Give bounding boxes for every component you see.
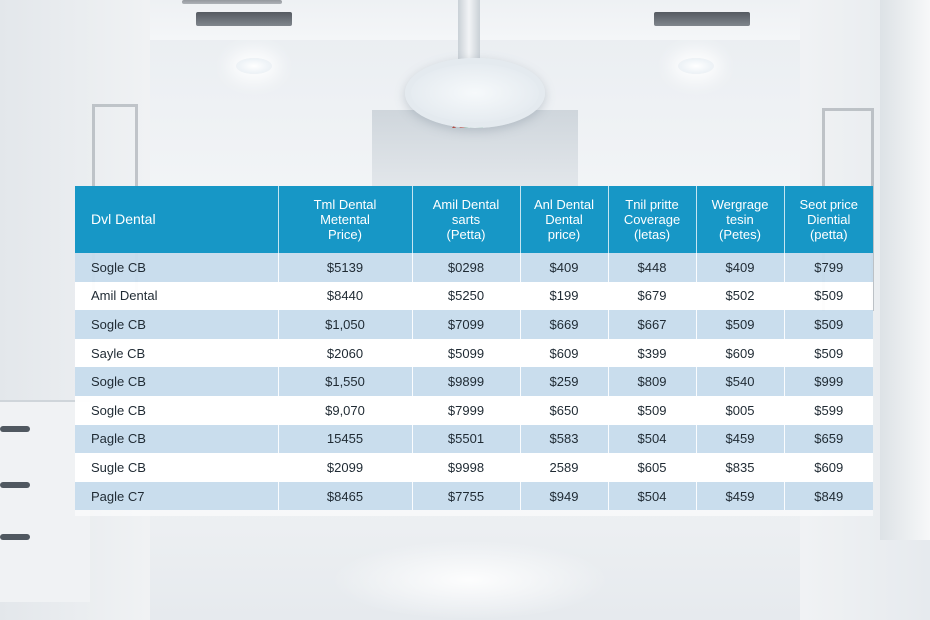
drawer-handle [0,534,30,540]
table-cell: $650 [520,395,609,425]
table-cell: $448 [608,253,697,282]
row-label: Pagle C7 [75,481,279,511]
table-cell: $5139 [278,253,413,282]
row-label: Amil Dental [75,281,279,311]
table-cell: $659 [784,424,873,454]
table-cell: $9998 [412,453,521,482]
pricing-table-panel: Dvl Dental Tml Dental Metental Price) Am… [75,186,873,516]
row-label: Sayle CB [75,338,279,368]
header-row: Dvl Dental Tml Dental Metental Price) Am… [75,186,873,253]
ceiling-light [678,58,714,74]
column-header-plan: Dvl Dental [75,186,279,253]
table-cell: $502 [696,281,785,311]
table-cell: $509 [784,310,873,339]
table-cell: $0298 [412,253,521,282]
pricing-table: Dvl Dental Tml Dental Metental Price) Am… [75,186,873,511]
table-cell: $667 [608,310,697,339]
column-header: Tnil pritte Coverage (letas) [608,186,697,253]
table-cell: $2099 [278,453,413,482]
column-header: Anl Dental Dental price) [520,186,609,253]
table-cell: $1,050 [278,310,413,339]
column-header: Wergrage tesin (Petes) [696,186,785,253]
row-label: Sogle CB [75,367,279,396]
table-cell: 15455 [278,424,413,454]
ceiling-vent [196,12,292,26]
table-cell: $5099 [412,338,521,368]
table-body: Sogle CB $5139 $0298 $409 $448 $409 $799… [75,253,873,511]
table-cell: $509 [784,281,873,311]
table-cell: $835 [696,453,785,482]
table-cell: $605 [608,453,697,482]
table-cell: $609 [520,338,609,368]
table-cell: $509 [784,338,873,368]
table-cell: $459 [696,481,785,511]
table-cell: 2589 [520,453,609,482]
table-cell: $504 [608,424,697,454]
table-cell: $504 [608,481,697,511]
table-cell: $1,550 [278,367,413,396]
row-label: Sogle CB [75,310,279,339]
table-cell: $509 [696,310,785,339]
dental-lamp [405,58,545,128]
column-header: Seot price Diential (petta) [784,186,873,253]
table-cell: $609 [784,453,873,482]
table-cell: $5501 [412,424,521,454]
floor-reflection [330,540,610,620]
table-cell: $669 [520,310,609,339]
table-cell: $849 [784,481,873,511]
table-cell: $459 [696,424,785,454]
table-cell: $609 [696,338,785,368]
table-cell: $5250 [412,281,521,311]
table-row: Sogle CB $1,050 $7099 $669 $667 $509 $50… [75,310,873,339]
table-cell: $7999 [412,395,521,425]
table-cell: $949 [520,481,609,511]
table-row: Sugle CB $2099 $9998 2589 $605 $835 $609 [75,453,873,482]
dental-lamp-arm [458,0,480,60]
table-cell: $259 [520,367,609,396]
table-cell: $509 [608,395,697,425]
table-cell: $199 [520,281,609,311]
table-cell: $540 [696,367,785,396]
table-cell: $7755 [412,481,521,511]
column-header: Tml Dental Metental Price) [278,186,413,253]
row-label: Pagle CB [75,424,279,454]
table-cell: $9,070 [278,395,413,425]
ceiling-vent [654,12,750,26]
table-cell: $799 [784,253,873,282]
table-row: Sogle CB $1,550 $9899 $259 $809 $540 $99… [75,367,873,396]
table-cell: $409 [520,253,609,282]
table-cell: $809 [608,367,697,396]
table-row: Sogle CB $9,070 $7999 $650 $509 $005 $59… [75,395,873,425]
column-header: Amil Dental sarts (Petta) [412,186,521,253]
row-label: Sogle CB [75,253,279,282]
ceiling-vent [182,0,282,4]
table-cell: $583 [520,424,609,454]
table-cell: $005 [696,395,785,425]
ceiling-light [236,58,272,74]
row-label: Sugle CB [75,453,279,482]
wall-pillar [880,0,930,540]
table-row: Pagle CB 15455 $5501 $583 $504 $459 $659 [75,424,873,454]
table-cell: $999 [784,367,873,396]
table-cell: $9899 [412,367,521,396]
table-cell: $409 [696,253,785,282]
table-row: Sayle CB $2060 $5099 $609 $399 $609 $509 [75,338,873,368]
drawer-handle [0,482,30,488]
table-cell: $399 [608,338,697,368]
table-cell: $7099 [412,310,521,339]
table-cell: $679 [608,281,697,311]
table-row: Pagle C7 $8465 $7755 $949 $504 $459 $849 [75,481,873,511]
table-header: Dvl Dental Tml Dental Metental Price) Am… [75,186,873,253]
row-label: Sogle CB [75,395,279,425]
table-row: Sogle CB $5139 $0298 $409 $448 $409 $799 [75,253,873,282]
table-cell: $599 [784,395,873,425]
table-cell: $2060 [278,338,413,368]
table-cell: $8440 [278,281,413,311]
table-row: Amil Dental $8440 $5250 $199 $679 $502 $… [75,281,873,311]
drawer-handle [0,426,30,432]
table-cell: $8465 [278,481,413,511]
